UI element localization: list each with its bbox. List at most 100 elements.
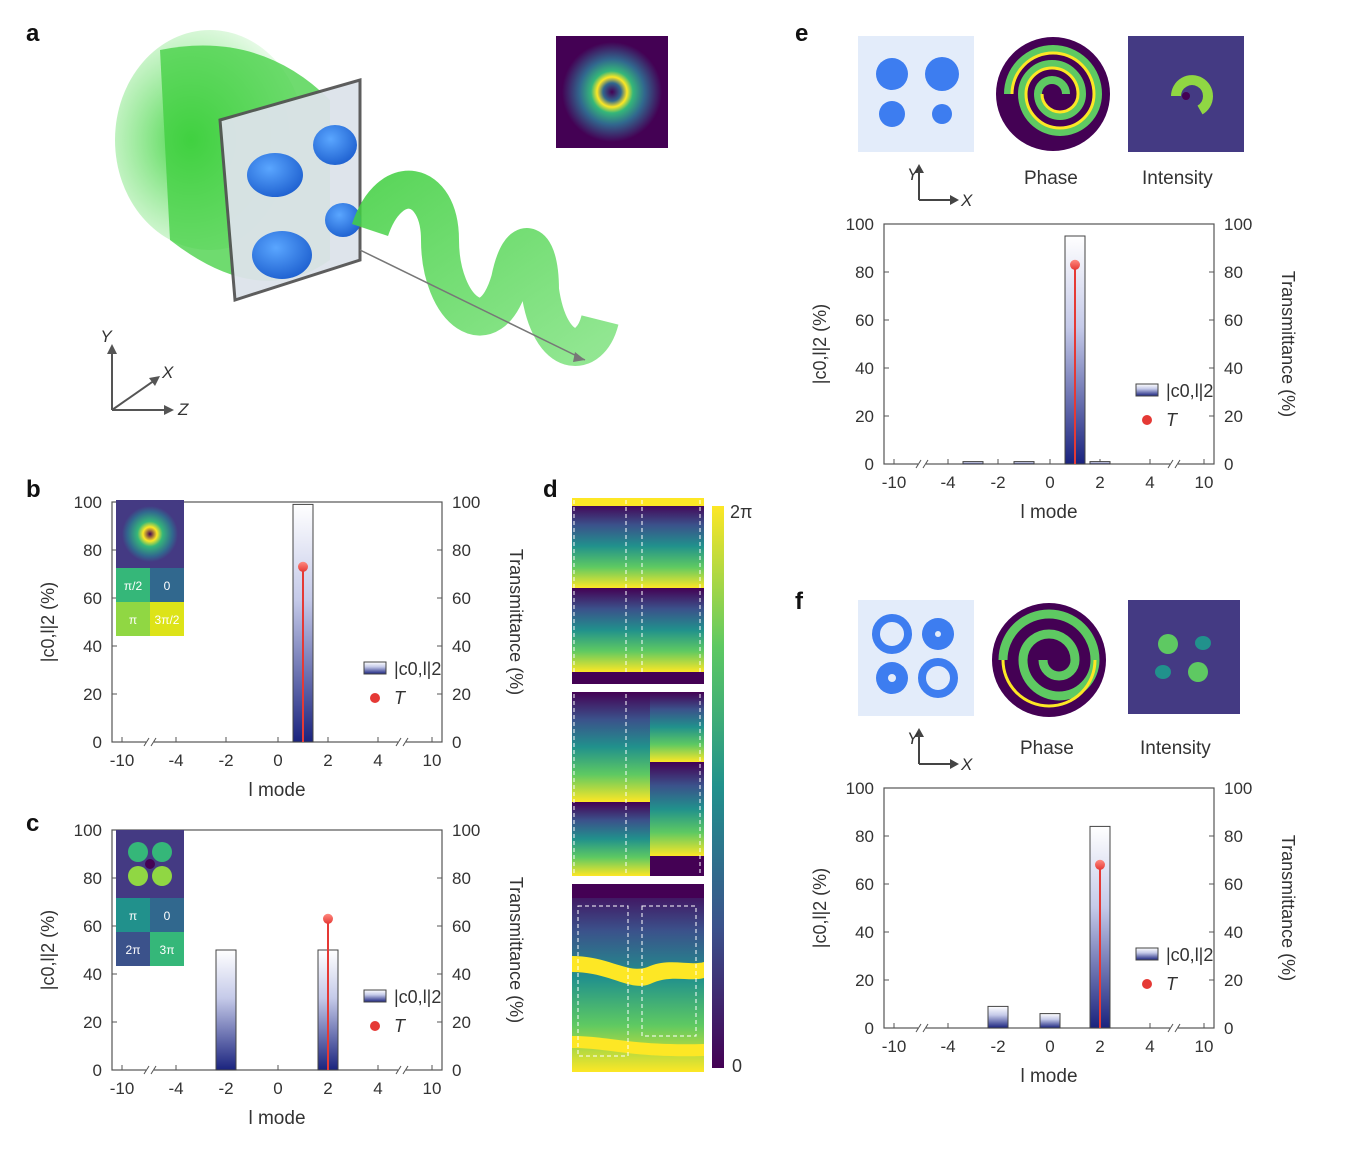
axis-break-mask [398, 1066, 406, 1074]
intensity-label-e: Intensity [1142, 168, 1213, 189]
phase-maps-panel-d: 2π 0 [572, 498, 752, 1076]
x-tick-label: 10 [1195, 473, 1214, 492]
plot-frame [111, 501, 443, 743]
x-tick-label: 2 [1095, 1037, 1104, 1056]
panel-letter-e: e [795, 20, 809, 47]
x-tick-label: 0 [273, 751, 282, 770]
x-tick-label: -2 [990, 473, 1005, 492]
axis-break-mark [915, 1023, 922, 1033]
axis-break-mark [402, 737, 409, 747]
x-tick-label: -2 [990, 1037, 1005, 1056]
x-tick-label: 0 [1045, 1037, 1054, 1056]
y-tick-label-right: 80 [452, 869, 471, 888]
pillar-e-2 [925, 57, 959, 91]
y-tick-label-left: 20 [855, 407, 874, 426]
y-tick-label-left: 60 [83, 589, 102, 608]
phase-cell-2-label: 0 [164, 579, 171, 593]
x-axis-label: l mode [1020, 1066, 1077, 1087]
z-arrow-icon [164, 405, 174, 415]
axis-break-mark [150, 1065, 157, 1075]
axis-break-mask [918, 460, 926, 468]
y-tick-label-left: 0 [93, 733, 102, 752]
axis-arrow-icon [573, 352, 585, 362]
y-tick-label-right: 20 [1224, 971, 1243, 990]
phase-map-1 [572, 498, 704, 684]
axis-break-mark [1174, 459, 1181, 469]
bar-mode--3 [962, 461, 984, 465]
y-tick-label-right: 60 [1224, 311, 1243, 330]
x-tick-label: -10 [110, 1079, 135, 1098]
y-tick-label-right: 0 [1224, 455, 1233, 474]
phase-cell-4-label: 3π/2 [155, 613, 180, 627]
phase-cell-3-label: π [129, 613, 137, 627]
intensity-map-f [1128, 600, 1240, 714]
phase-spiral-f-edge [1001, 659, 1097, 708]
phase-spiral-f [998, 609, 1100, 701]
y-tick-label-right: 100 [452, 493, 480, 512]
y-label-e: Y [907, 165, 920, 184]
legend-t-label: T [394, 688, 407, 708]
phase-map-3 [572, 884, 704, 1072]
x-axis-label: X [161, 363, 174, 382]
x-tick-label: 4 [1145, 473, 1154, 492]
x-tick-label: -4 [168, 751, 183, 770]
axis-break-mark [1167, 459, 1174, 469]
bar-mode--1 [1013, 461, 1035, 465]
intensity-ring-e [1171, 75, 1213, 115]
chart-panel-e: 0 0 20 20 40 40 60 60 80 80 100 100 -10 -4 -2 0 2 4 10 |c0,… [812, 215, 1298, 523]
x-tick-label: -2 [218, 751, 233, 770]
y-tick-label-right: 80 [452, 541, 471, 560]
axis-break-mark [1174, 1023, 1181, 1033]
y-tick-label-left: 60 [83, 917, 102, 936]
intensity-lobe-f-4 [1155, 665, 1171, 679]
transmittance-point [298, 561, 308, 572]
y-tick-label-right: 40 [1224, 923, 1243, 942]
panel-b-intensity-map [122, 506, 178, 562]
transmittance-point [323, 913, 333, 924]
legend-t-swatch [1142, 979, 1152, 989]
panel-e-images [858, 36, 1244, 152]
y-label-f: Y [907, 729, 920, 748]
x-tick-label: 0 [273, 1079, 282, 1098]
phase-spiral-e-edge [1010, 51, 1096, 130]
pillar-e-1 [876, 58, 908, 90]
y-tick-label-left: 100 [846, 215, 874, 234]
legend-t-label: T [1166, 974, 1179, 994]
y-tick-label-right: 40 [1224, 359, 1243, 378]
panel-letter-a: a [26, 20, 40, 47]
x-tick-label: -10 [882, 1037, 907, 1056]
xy-axes-f: Y X [907, 728, 973, 774]
ring-pillar-f-4 [918, 658, 958, 698]
pillar-e-4 [932, 104, 952, 124]
y-tick-label-left: 20 [855, 971, 874, 990]
legend-t-swatch [370, 1021, 380, 1031]
y-tick-label-right: 60 [452, 589, 471, 608]
intensity-null-e [1182, 92, 1190, 100]
y-tick-label-left: 0 [865, 1019, 874, 1038]
panel-letter-d: d [543, 476, 558, 503]
x-tick-label: 10 [1195, 1037, 1214, 1056]
bar-mode-0 [1039, 1013, 1061, 1029]
axis-break-mask [1170, 460, 1178, 468]
legend-bar-label: |c0,l|2 [394, 987, 441, 1007]
plot-frame [883, 787, 1215, 1029]
axis-break-mask [398, 738, 406, 746]
x-tick-label: -4 [940, 1037, 955, 1056]
vortex-beam [351, 170, 619, 366]
axis-break-mask [918, 1024, 926, 1032]
axis-break-mark [915, 459, 922, 469]
legend-bar-label: |c0,l|2 [394, 659, 441, 679]
y-axis-label: Y [100, 327, 113, 346]
lobe-2 [152, 842, 172, 862]
axis-break-mark [143, 1065, 150, 1075]
y-tick-label-right: 100 [452, 821, 480, 840]
x-axis-label: l mode [248, 780, 305, 801]
y-tick-label-left: 0 [93, 1061, 102, 1080]
legend-t-label: T [394, 1016, 407, 1036]
y-tick-label-left: 80 [855, 263, 874, 282]
intensity-lobe-f-3 [1195, 636, 1211, 650]
y-tick-label-right: 80 [1224, 263, 1243, 282]
y-tick-label-right: 20 [452, 1013, 471, 1032]
phase-cell-1-label: π/2 [124, 579, 143, 593]
colorbar-min-label: 0 [732, 1056, 742, 1076]
